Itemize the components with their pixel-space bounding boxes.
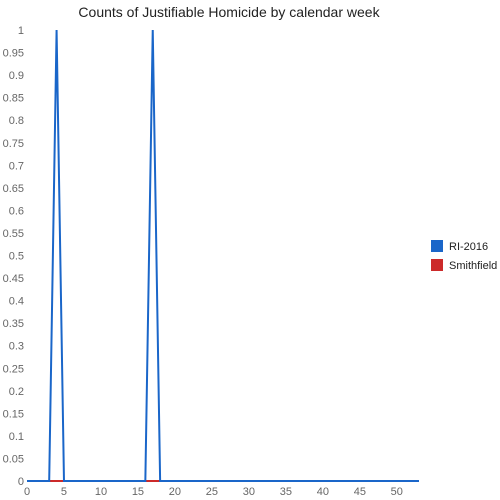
- y-tick-label: 0.25: [3, 363, 24, 375]
- y-tick-label: 0.75: [3, 138, 24, 150]
- legend: RI-2016 Smithfield: [431, 240, 497, 272]
- x-axis: 0 5 10 15 20 25 30 35 40 45 50: [24, 486, 403, 498]
- legend-swatch: [431, 259, 443, 271]
- y-tick-label: 0.35: [3, 318, 24, 330]
- x-tick-label: 30: [243, 486, 255, 498]
- y-tick-label: 0.55: [3, 228, 24, 240]
- chart-title: Counts of Justifiable Homicide by calend…: [78, 4, 380, 20]
- legend-label: Smithfield: [449, 260, 497, 272]
- y-axis: 0 0.05 0.1 0.15 0.2 0.25 0.3 0.35 0.4 0.45 0.5 0.55…: [3, 25, 24, 488]
- x-tick-label: 40: [317, 486, 329, 498]
- y-tick-label: 0.65: [3, 183, 24, 195]
- y-tick-label: 0.85: [3, 93, 24, 105]
- y-tick-label: 0.1: [9, 431, 24, 443]
- y-tick-label: 1: [18, 25, 24, 37]
- y-tick-label: 0.4: [9, 296, 24, 308]
- x-tick-label: 10: [95, 486, 107, 498]
- y-tick-label: 0.2: [9, 386, 24, 398]
- x-tick-label: 45: [354, 486, 366, 498]
- y-tick-label: 0.9: [9, 70, 24, 82]
- y-tick-label: 0.05: [3, 453, 24, 465]
- series-line-ri-2016: [27, 29, 419, 482]
- y-tick-label: 0.8: [9, 115, 24, 127]
- y-tick-label: 0.6: [9, 205, 24, 217]
- y-tick-label: 0.7: [9, 160, 24, 172]
- x-tick-label: 50: [391, 486, 403, 498]
- x-tick-label: 5: [61, 486, 67, 498]
- series-group: [27, 29, 419, 482]
- y-tick-label: 0.15: [3, 408, 24, 420]
- x-tick-label: 15: [132, 486, 144, 498]
- y-tick-label: 0.45: [3, 273, 24, 285]
- x-tick-label: 20: [169, 486, 181, 498]
- x-tick-label: 25: [206, 486, 218, 498]
- legend-label: RI-2016: [449, 241, 488, 253]
- x-tick-label: 0: [24, 486, 30, 498]
- y-tick-label: 0.95: [3, 48, 24, 60]
- legend-swatch: [431, 240, 443, 252]
- y-tick-label: 0: [18, 476, 24, 488]
- y-tick-label: 0.3: [9, 341, 24, 353]
- x-tick-label: 35: [280, 486, 292, 498]
- y-tick-label: 0.5: [9, 251, 24, 263]
